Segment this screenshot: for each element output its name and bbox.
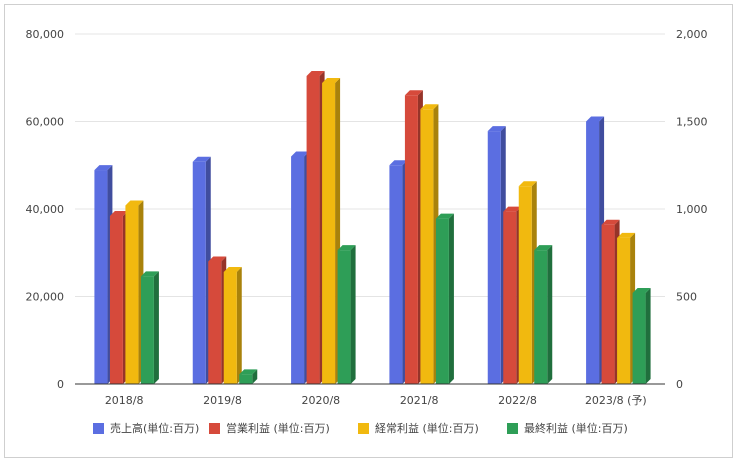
left-tick-label: 0 — [57, 378, 64, 391]
bar-3-5 — [518, 181, 537, 384]
left-axis: 0 20,000 40,000 60,000 80,000 — [26, 28, 65, 391]
legend-item-3: 経常利益 (単位:百万) — [358, 421, 479, 435]
bar-1-5 — [487, 126, 506, 384]
category-label: 2023/8 (予) — [585, 394, 647, 407]
legend-swatch — [93, 423, 104, 434]
bar-3-3 — [322, 78, 341, 384]
right-tick-label: 2,000 — [676, 28, 708, 41]
left-tick-label: 80,000 — [26, 28, 65, 41]
legend-label: 売上高(単位:百万) — [110, 421, 199, 435]
bar-4-2 — [239, 369, 258, 384]
bar-3-4 — [420, 104, 439, 384]
bar-3-2 — [223, 267, 242, 384]
category-label: 2019/8 — [203, 394, 242, 407]
legend-item-1: 売上高(単位:百万) — [93, 421, 199, 435]
legend-swatch — [507, 423, 518, 434]
right-tick-label: 1,000 — [676, 203, 708, 216]
bar-4-5 — [534, 245, 553, 384]
gridlines — [75, 33, 665, 385]
bar-4-1 — [140, 271, 159, 384]
bar-3-6 — [617, 232, 636, 384]
left-tick-label: 40,000 — [26, 203, 65, 216]
bar-4-4 — [435, 213, 454, 384]
bar-1-3 — [291, 151, 310, 384]
bar-2-5 — [503, 206, 522, 384]
bar-2-6 — [601, 219, 620, 384]
bar-3-1 — [125, 200, 144, 384]
bar-1-2 — [192, 156, 211, 384]
legend-swatch — [358, 423, 369, 434]
right-axis: 0 500 1,000 1,500 2,000 — [676, 28, 708, 391]
legend-swatch — [209, 423, 220, 434]
x-axis: 2018/8 2019/8 2020/8 2021/8 2022/8 2023/8 (予) — [105, 394, 647, 407]
left-tick-label: 60,000 — [26, 116, 65, 129]
bar-4-3 — [337, 245, 356, 384]
bar-2-4 — [404, 90, 423, 384]
bar-1-1 — [94, 165, 113, 384]
category-label: 2020/8 — [301, 394, 340, 407]
left-tick-label: 20,000 — [26, 291, 65, 304]
right-tick-label: 1,500 — [676, 116, 708, 129]
category-label: 2022/8 — [498, 394, 537, 407]
legend-label: 最終利益 (単位:百万) — [524, 421, 628, 435]
right-tick-label: 0 — [676, 378, 683, 391]
legend-item-4: 最終利益 (単位:百万) — [507, 421, 628, 435]
right-tick-label: 500 — [676, 291, 697, 304]
bar-2-3 — [306, 71, 325, 384]
legend: 売上高(単位:百万) 営業利益 (単位:百万) 経常利益 (単位:百万) 最終利益 (… — [93, 421, 628, 435]
category-label: 2018/8 — [105, 394, 144, 407]
legend-item-2: 営業利益 (単位:百万) — [209, 421, 330, 435]
bar-1-4 — [389, 160, 408, 384]
bar-2-2 — [208, 256, 227, 384]
category-label: 2021/8 — [400, 394, 439, 407]
bar-1-6 — [586, 116, 605, 384]
legend-label: 経常利益 (単位:百万) — [375, 421, 479, 435]
bar-2-1 — [109, 211, 128, 384]
bar-4-6 — [632, 288, 651, 384]
bars — [94, 71, 651, 384]
legend-label: 営業利益 (単位:百万) — [226, 421, 330, 435]
